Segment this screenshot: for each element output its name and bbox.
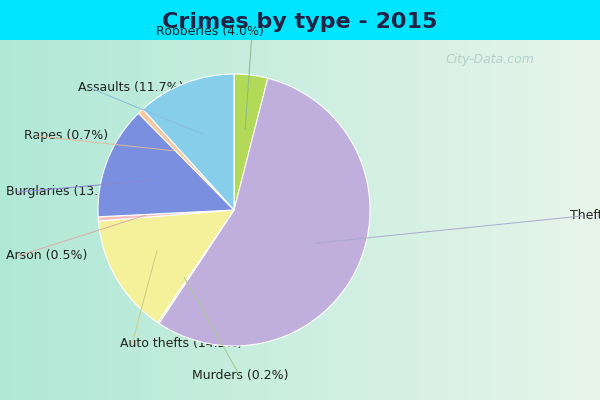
Text: Thefts (55.3%): Thefts (55.3%) <box>570 210 600 222</box>
Text: City-Data.com: City-Data.com <box>446 54 535 66</box>
Wedge shape <box>98 113 234 217</box>
Text: Assaults (11.7%): Assaults (11.7%) <box>78 82 184 94</box>
Text: Robberies (4.0%): Robberies (4.0%) <box>156 26 264 38</box>
Text: Murders (0.2%): Murders (0.2%) <box>192 370 288 382</box>
Text: Rapes (0.7%): Rapes (0.7%) <box>24 130 108 142</box>
Wedge shape <box>98 210 234 221</box>
Wedge shape <box>98 210 234 322</box>
Wedge shape <box>234 74 268 210</box>
Text: Crimes by type - 2015: Crimes by type - 2015 <box>163 12 437 32</box>
Wedge shape <box>143 74 234 210</box>
Wedge shape <box>159 78 370 346</box>
Bar <box>0 0 600 40</box>
Text: Auto thefts (14.2%): Auto thefts (14.2%) <box>120 338 242 350</box>
Wedge shape <box>158 210 234 324</box>
Wedge shape <box>139 109 234 210</box>
Text: Arson (0.5%): Arson (0.5%) <box>6 250 88 262</box>
Text: Burglaries (13.4%): Burglaries (13.4%) <box>6 186 123 198</box>
